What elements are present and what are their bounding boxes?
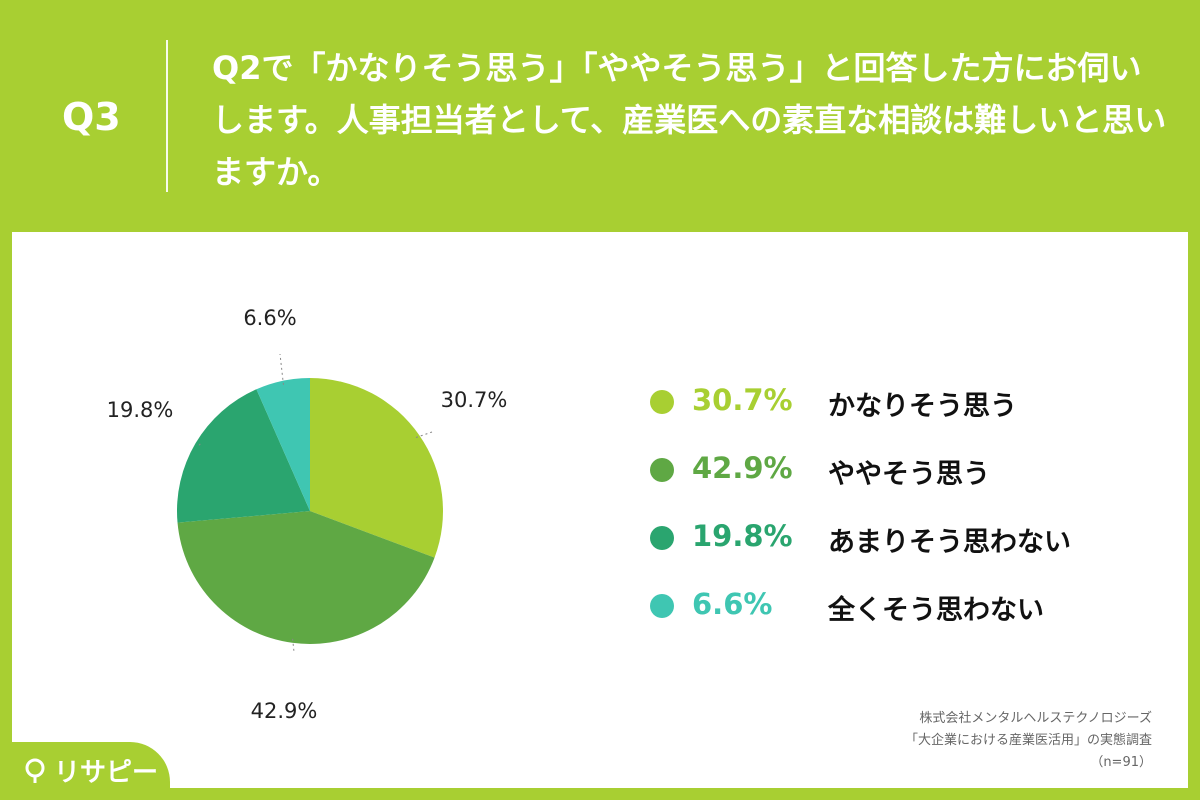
pie-slice — [256, 378, 310, 511]
source-sample-size: （n=91） — [1090, 755, 1152, 770]
pie-data-label: 19.8% — [107, 398, 174, 422]
legend-percentage: 42.9% — [692, 451, 793, 485]
legend-dot-icon — [650, 458, 674, 482]
pie-slice — [177, 389, 310, 523]
header: Q3 Q2で「かなりそう思う」「ややそう思う」と回答した方にお伺いします。人事担… — [0, 0, 1200, 232]
legend-dot-icon — [650, 390, 674, 414]
legend-label: ややそう思う — [828, 459, 990, 490]
legend-label: あまりそう思わない — [828, 527, 1071, 558]
legend-percentage: 30.7% — [692, 383, 793, 417]
source-note: 株式会社メンタルヘルステクノロジーズ 「大企業における産業医活用」の実態調査 （… — [905, 708, 1152, 774]
question-number: Q3 — [62, 95, 121, 139]
pin-icon — [25, 758, 45, 783]
legend-label: かなりそう思う — [828, 391, 1017, 422]
pie-data-label: 30.7% — [441, 388, 508, 412]
source-company: 株式会社メンタルヘルステクノロジーズ — [919, 711, 1152, 726]
question-text: Q2で「かなりそう思う」「ややそう思う」と回答した方にお伺いします。人事担当者と… — [212, 49, 1167, 191]
legend-label: 全くそう思わない — [828, 595, 1044, 626]
legend-percentage: 19.8% — [692, 519, 793, 553]
brand-logo: リサピー — [22, 752, 158, 789]
pie-slice — [177, 511, 435, 644]
pie-slice — [310, 378, 443, 558]
leader-line — [292, 638, 295, 653]
legend-dot-icon — [650, 594, 674, 618]
chart-panel: 30.7% 42.9% 19.8% 6.6% 30.7% かなりそう思う 42.9% ややそ… — [12, 232, 1188, 788]
pie-leader-lines — [198, 353, 433, 653]
pie-data-label: 42.9% — [251, 699, 318, 723]
pie-slices — [177, 378, 443, 644]
pie-chart: 30.7% 42.9% 19.8% 6.6% — [107, 306, 508, 723]
leader-line — [279, 353, 284, 385]
legend-dot-icon — [650, 526, 674, 550]
source-survey: 「大企業における産業医活用」の実態調査 — [904, 733, 1152, 748]
header-divider — [166, 40, 168, 192]
pie-labels: 30.7% 42.9% 19.8% 6.6% — [107, 306, 508, 723]
leader-line — [198, 441, 203, 446]
legend-percentage: 6.6% — [692, 587, 773, 621]
logo-text: リサピー — [54, 758, 159, 788]
pie-data-label: 6.6% — [243, 306, 296, 330]
